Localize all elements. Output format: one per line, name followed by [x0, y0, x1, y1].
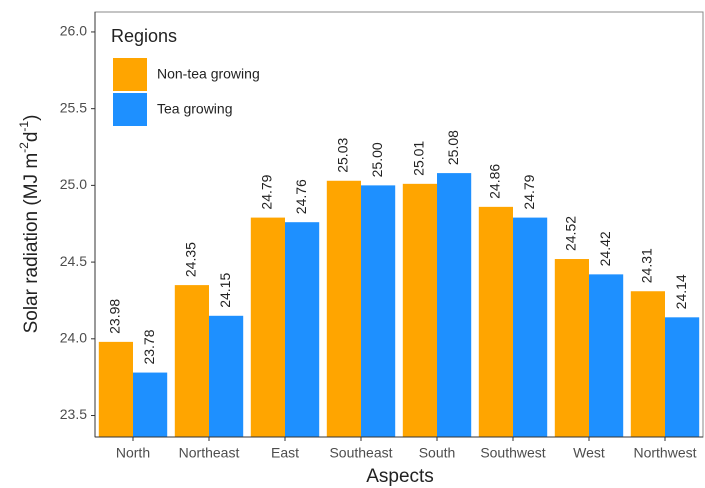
y-tick-label: 25.0 — [60, 176, 87, 192]
x-tick-label: Southeast — [329, 445, 392, 461]
value-label: 25.03 — [335, 138, 351, 173]
x-tick-label: West — [573, 445, 605, 461]
value-label: 23.98 — [107, 299, 123, 334]
y-label-sup: -2 — [17, 142, 31, 153]
x-tick-label: North — [116, 445, 150, 461]
bar — [589, 274, 624, 437]
y-tick-label: 25.5 — [60, 99, 87, 115]
bar — [554, 259, 589, 437]
value-label: 25.08 — [445, 130, 461, 165]
bar — [513, 217, 548, 437]
x-tick-label: Northeast — [179, 445, 240, 461]
value-label: 24.79 — [521, 174, 537, 209]
legend-swatch — [113, 58, 147, 91]
legend-title: Regions — [111, 26, 177, 46]
value-label: 24.76 — [293, 179, 309, 214]
x-tick-label: South — [419, 445, 456, 461]
bar — [209, 315, 244, 437]
value-label: 24.42 — [597, 231, 613, 266]
x-axis-label: Aspects — [366, 466, 434, 487]
y-label-part: Solar radiation (MJ m — [21, 153, 42, 334]
legend-label: Tea growing — [157, 101, 233, 117]
bar — [402, 183, 437, 437]
value-label: 24.86 — [487, 164, 503, 199]
value-label: 24.79 — [259, 174, 275, 209]
value-label: 25.00 — [369, 142, 385, 177]
y-label-sup: -1 — [17, 121, 31, 132]
y-tick-label: 23.5 — [60, 406, 87, 422]
y-label-part: ) — [21, 115, 42, 121]
x-tick-label: Southwest — [480, 445, 545, 461]
x-tick-label: East — [271, 445, 299, 461]
bar — [361, 185, 396, 437]
value-label: 24.52 — [563, 216, 579, 251]
legend-label: Non-tea growing — [157, 66, 260, 82]
bar — [98, 341, 133, 437]
bar — [285, 222, 320, 437]
y-label-part: d — [21, 132, 42, 143]
value-label: 24.31 — [639, 248, 655, 283]
y-tick-label: 24.0 — [60, 330, 87, 346]
y-tick-label: 26.0 — [60, 23, 87, 39]
y-tick-label: 24.5 — [60, 253, 87, 269]
value-label: 23.78 — [141, 329, 157, 364]
bar — [437, 173, 472, 438]
bar — [174, 285, 209, 437]
bar — [250, 217, 285, 437]
x-tick-label: Northwest — [633, 445, 696, 461]
bar — [665, 317, 700, 437]
value-label: 24.15 — [217, 273, 233, 308]
value-label: 24.14 — [673, 274, 689, 309]
bar — [326, 180, 361, 437]
bar — [630, 291, 665, 437]
bar — [478, 206, 513, 437]
value-label: 25.01 — [411, 141, 427, 176]
legend-swatch — [113, 93, 147, 126]
bar — [133, 372, 168, 437]
y-axis-label: Solar radiation (MJ m-2d-1) — [17, 115, 42, 334]
value-label: 24.35 — [183, 242, 199, 277]
